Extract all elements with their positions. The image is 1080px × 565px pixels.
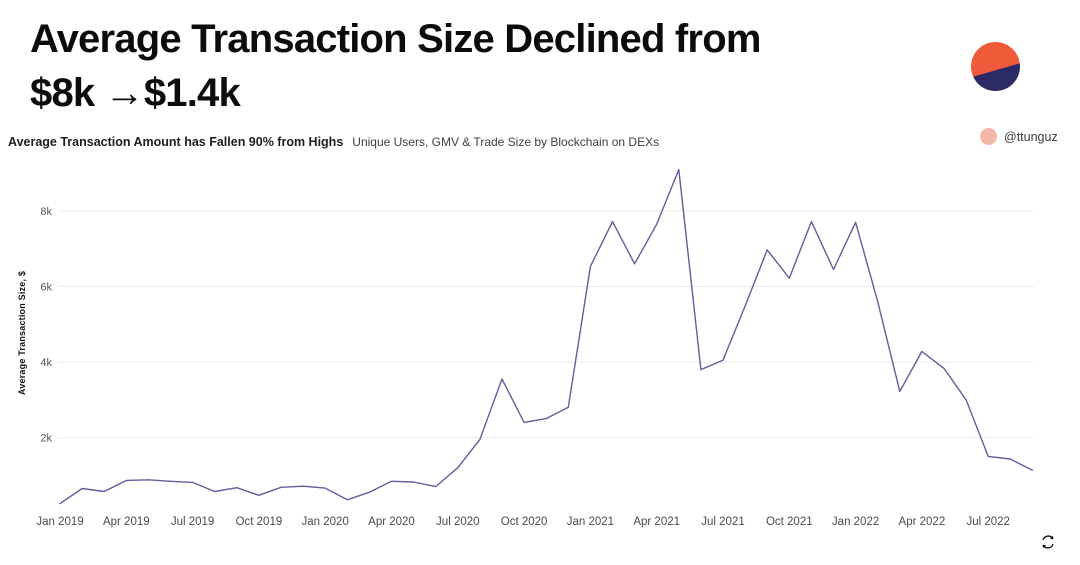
x-tick-label: Jan 2019 [36,516,83,528]
x-tick-label: Apr 2022 [899,516,946,528]
x-tick-label: Jul 2019 [171,516,214,528]
x-tick-label: Jul 2022 [966,516,1009,528]
x-tick-label: Jul 2021 [701,516,744,528]
x-tick-label: Oct 2021 [766,516,813,528]
y-tick-label: 8k [40,206,52,218]
page-title: Average Transaction Size Declined from $… [30,12,761,120]
chart-subtitle: Average Transaction Amount has Fallen 90… [8,133,659,151]
x-tick-label: Oct 2019 [236,516,283,528]
y-tick-label: 6k [40,282,52,294]
x-tick-label: Jan 2020 [302,516,349,528]
chart-svg: 2k 4k 6k 8k Jan 2019 Apr 2019 Jul 2019 Oct 2019… [36,168,1034,528]
chart-line [59,168,1034,505]
subtitle-bold: Average Transaction Amount has Fallen 90… [8,135,344,149]
x-tick-label: Jan 2021 [567,516,614,528]
y-tick-label: 4k [40,357,52,369]
author-avatar-icon [980,128,997,145]
x-tick-label: Apr 2021 [633,516,680,528]
title-line-1: Average Transaction Size Declined from [30,17,761,61]
refresh-icon[interactable] [1040,534,1056,550]
author-handle: @ttunguz [1004,129,1058,144]
y-tick-label: 2k [40,433,52,445]
x-tick-label: Apr 2019 [103,516,150,528]
x-tick-label: Jul 2020 [436,516,479,528]
title-line-2: $8k →$1.4k [30,71,241,115]
x-tick-label: Oct 2020 [501,516,548,528]
subtitle-regular: Unique Users, GMV & Trade Size by Blockc… [352,135,660,149]
brand-logo-icon [971,42,1020,91]
author-badge: @ttunguz [980,128,1058,145]
x-tick-label: Jan 2022 [832,516,879,528]
x-tick-label: Apr 2020 [368,516,415,528]
